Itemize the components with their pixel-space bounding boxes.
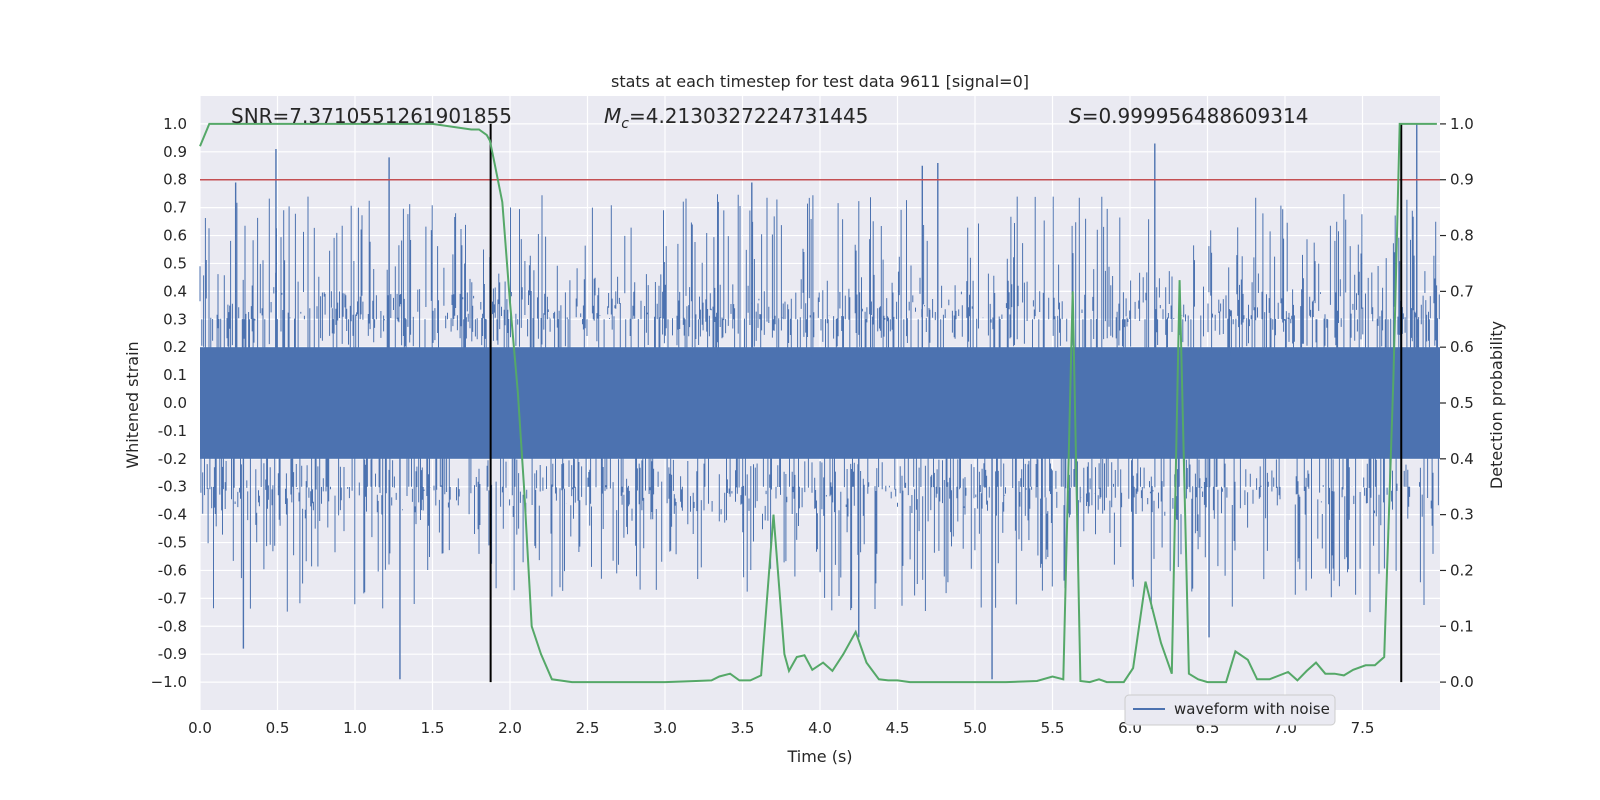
- left-y-tick-label: 0.8: [163, 171, 187, 189]
- x-tick-label: 5.5: [1041, 719, 1065, 737]
- right-y-tick-label: 0.2: [1450, 561, 1474, 579]
- waveform-noise-trace: [199, 194, 1440, 613]
- left-y-tick-label: 0.3: [163, 310, 187, 328]
- right-y-tick-label: 0.8: [1450, 227, 1474, 245]
- x-tick-label: 1.0: [343, 719, 367, 737]
- right-y-axis-label: Detection probability: [1487, 321, 1506, 489]
- left-y-tick-label: 0.2: [163, 338, 187, 356]
- probability-series: [199, 122, 1437, 684]
- x-tick-label: 5.0: [963, 719, 987, 737]
- left-y-tick-label: -0.4: [158, 506, 187, 524]
- left-y-tick-label: -0.2: [158, 450, 187, 468]
- left-y-tick-label: 0.6: [163, 227, 187, 245]
- x-tick-label: 7.5: [1351, 719, 1375, 737]
- left-y-tick-label: -0.5: [158, 534, 187, 552]
- left-y-axis-label: Whitened strain: [123, 341, 142, 468]
- x-axis-label: Time (s): [786, 747, 852, 766]
- right-y-tick-label: 0.1: [1450, 617, 1474, 635]
- s-symbol: S: [1069, 104, 1082, 128]
- waveform-core-band: [200, 347, 1440, 459]
- right-y-tick-label: 0.3: [1450, 506, 1474, 524]
- left-y-tick-label: 0.7: [163, 199, 187, 217]
- right-y-tick-label: 0.9: [1450, 171, 1474, 189]
- mc-subscript: c: [621, 116, 629, 132]
- left-y-tick-label: -0.6: [158, 561, 187, 579]
- right-y-tick-label: 0.6: [1450, 338, 1474, 356]
- x-tick-label: 0.5: [266, 719, 290, 737]
- legend-box: [1124, 694, 1336, 726]
- right-y-tick-label: 0.0: [1450, 673, 1474, 691]
- left-y-tick-label: -0.8: [158, 617, 187, 635]
- left-y-tick-label: 0.4: [163, 282, 187, 300]
- mc-symbol: M: [604, 104, 621, 128]
- left-y-tick-label: 0.9: [163, 143, 187, 161]
- detection-probability-line: [199, 122, 1437, 684]
- left-y-tick-label: -0.3: [158, 478, 187, 496]
- left-y-tick-label: 0.1: [163, 366, 187, 384]
- legend: waveform with noise: [1124, 694, 1336, 726]
- left-y-tick-label: -0.9: [158, 645, 187, 663]
- left-y-tick-label: 0.5: [163, 254, 187, 272]
- snr-annotation: SNR=7.3710551261901855: [231, 104, 512, 128]
- x-tick-label: 3.5: [731, 719, 755, 737]
- waveform-series: [199, 123, 1440, 680]
- x-tick-label: 0.0: [188, 719, 212, 737]
- left-y-tick-label: -0.1: [158, 422, 187, 440]
- overlay-lines: [200, 123, 1440, 683]
- left-y-tick-label: 0.0: [163, 394, 187, 412]
- right-y-tick-label: 0.7: [1450, 282, 1474, 300]
- left-axis-ticks: 1.0 0.9 0.8 0.7 0.6 0.5 0.4 0.3 0.2 0.1 0.0 -0.1 -0.…: [151, 115, 187, 691]
- right-axis-ticks: 1.0 0.9 0.8 0.7 0.6 0.5 0.4 0.3 0.2 0.1 0.0: [1440, 115, 1474, 691]
- chirp-mass-annotation: Mc=4.2130327224731445: [604, 104, 868, 132]
- left-y-tick-label: −1.0: [151, 673, 187, 691]
- x-tick-label: 3.0: [653, 719, 677, 737]
- chart-title: stats at each timestep for test data 961…: [611, 72, 1029, 91]
- x-tick-label: 2.0: [498, 719, 522, 737]
- s-annotation: S=0.999956488609314: [1069, 104, 1308, 128]
- s-value: =0.999956488609314: [1082, 104, 1309, 128]
- mc-value: =4.2130327224731445: [629, 104, 868, 128]
- right-y-tick-label: 0.5: [1450, 394, 1474, 412]
- x-tick-label: 2.5: [576, 719, 600, 737]
- right-y-tick-label: 0.4: [1450, 450, 1474, 468]
- x-tick-label: 4.5: [886, 719, 910, 737]
- left-y-tick-label: -0.7: [158, 589, 187, 607]
- x-tick-label: 4.0: [808, 719, 832, 737]
- x-tick-label: 1.5: [421, 719, 445, 737]
- left-y-tick-label: 1.0: [163, 115, 187, 133]
- right-y-tick-label: 1.0: [1450, 115, 1474, 133]
- x-axis-ticks: 0.0 0.5 1.0 1.5 2.0 2.5 3.0 3.5 4.0 4.5 5.0 5.5 6.0 6…: [188, 719, 1374, 737]
- legend-label: waveform with noise: [1174, 700, 1330, 718]
